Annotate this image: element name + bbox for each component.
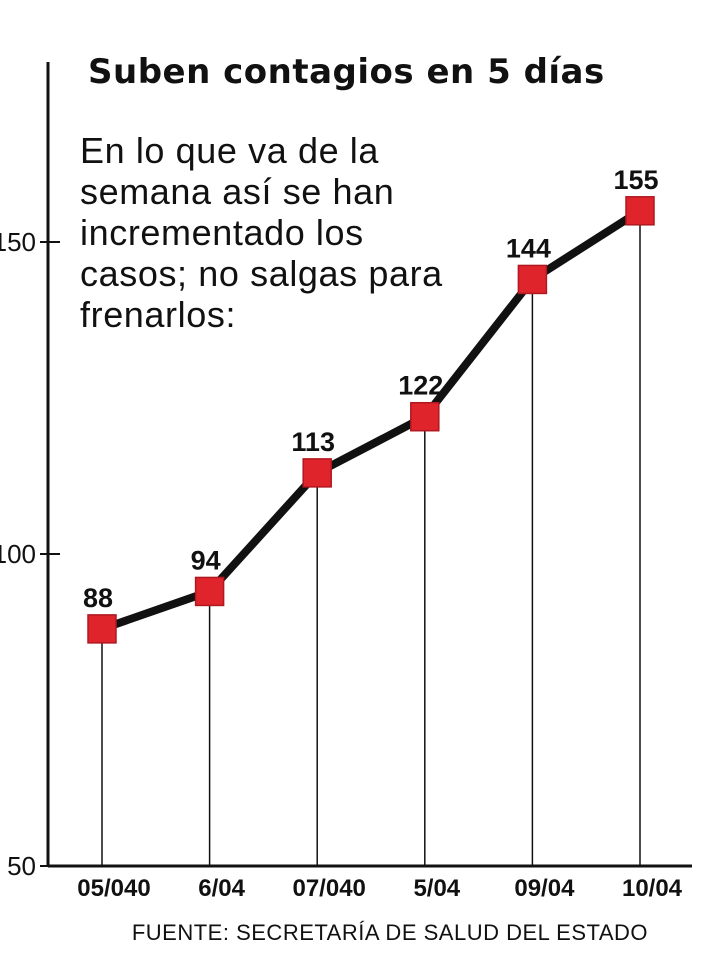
drop-lines bbox=[101, 210, 641, 866]
x-tick-label: 07/040 bbox=[292, 875, 365, 902]
data-label: 144 bbox=[506, 233, 551, 263]
x-tick-label: 5/04 bbox=[413, 875, 460, 902]
data-point-marker bbox=[625, 196, 655, 226]
data-label: 94 bbox=[191, 545, 221, 575]
chart-title: Suben contagios en 5 días bbox=[88, 52, 605, 92]
data-point-marker bbox=[517, 264, 548, 295]
source-note: FUENTE: SECRETARÍA DE SALUD DEL ESTADO bbox=[131, 920, 648, 945]
x-ticks: 05/040 6/04 07/040 5/04 09/04 10/04 bbox=[77, 875, 682, 902]
data-label: 122 bbox=[398, 371, 443, 401]
y-tick-label: 150 bbox=[0, 227, 36, 257]
data-label: 88 bbox=[83, 583, 113, 613]
axes bbox=[46, 62, 692, 868]
y-ticks: 50 100 150 bbox=[0, 227, 60, 881]
x-tick-label: 10/04 bbox=[622, 875, 683, 902]
data-point-marker bbox=[194, 576, 225, 607]
markers bbox=[87, 196, 655, 644]
y-tick-label: 100 bbox=[0, 539, 36, 569]
x-tick-label: 6/04 bbox=[198, 875, 245, 902]
x-tick-label: 09/04 bbox=[514, 875, 575, 902]
data-point-marker bbox=[87, 614, 117, 644]
x-tick-label: 05/040 bbox=[77, 875, 150, 902]
series-line bbox=[100, 207, 643, 633]
chart-subtitle: En lo que va de la semana así se han inc… bbox=[80, 130, 443, 335]
data-point-marker bbox=[302, 458, 332, 488]
data-point-marker bbox=[410, 401, 440, 432]
data-labels: 88 94 113 122 144 155 bbox=[83, 165, 659, 613]
data-label: 155 bbox=[613, 165, 658, 195]
data-label: 113 bbox=[291, 427, 335, 457]
y-tick-label: 50 bbox=[7, 851, 36, 881]
